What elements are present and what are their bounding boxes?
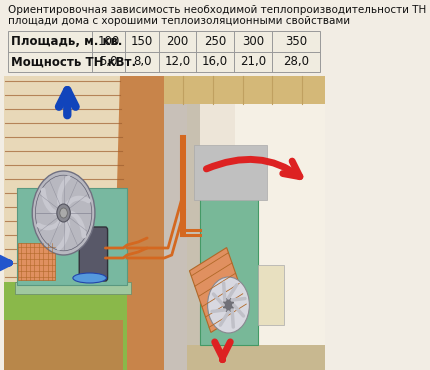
FancyBboxPatch shape <box>8 31 320 72</box>
Polygon shape <box>4 76 164 370</box>
FancyBboxPatch shape <box>79 227 108 281</box>
Polygon shape <box>4 282 127 370</box>
Text: 8,0: 8,0 <box>133 55 151 68</box>
Circle shape <box>57 204 70 222</box>
FancyBboxPatch shape <box>258 265 284 325</box>
FancyBboxPatch shape <box>187 345 325 370</box>
Circle shape <box>60 208 68 218</box>
Text: 5,0: 5,0 <box>99 55 118 68</box>
Polygon shape <box>112 76 164 370</box>
Text: площади дома с хорошими теплоизоляционными свойствами: площади дома с хорошими теплоизоляционны… <box>8 16 350 26</box>
Circle shape <box>32 171 95 255</box>
Text: 350: 350 <box>286 35 307 48</box>
FancyBboxPatch shape <box>164 76 325 104</box>
Polygon shape <box>235 76 325 370</box>
Text: 100: 100 <box>98 35 120 48</box>
Polygon shape <box>190 248 248 332</box>
Text: 250: 250 <box>204 35 226 48</box>
Text: 12,0: 12,0 <box>165 55 191 68</box>
FancyBboxPatch shape <box>194 145 267 200</box>
Polygon shape <box>4 320 123 370</box>
Text: Мощность ТН кВт.: Мощность ТН кВт. <box>11 55 136 68</box>
FancyBboxPatch shape <box>200 155 258 345</box>
Text: Площадь, м. кв.: Площадь, м. кв. <box>11 35 123 48</box>
Text: 200: 200 <box>166 35 189 48</box>
Circle shape <box>208 277 249 333</box>
FancyBboxPatch shape <box>15 282 131 294</box>
Circle shape <box>223 298 233 312</box>
FancyBboxPatch shape <box>4 76 325 370</box>
Text: 150: 150 <box>131 35 154 48</box>
Text: 28,0: 28,0 <box>283 55 309 68</box>
Text: Ориентировочная зависимость необходимой теплопроизводительности ТН от: Ориентировочная зависимость необходимой … <box>8 5 430 15</box>
FancyBboxPatch shape <box>164 104 187 370</box>
Text: 21,0: 21,0 <box>240 55 266 68</box>
Text: 16,0: 16,0 <box>202 55 228 68</box>
FancyBboxPatch shape <box>187 104 200 370</box>
FancyBboxPatch shape <box>18 243 55 280</box>
Polygon shape <box>164 76 325 370</box>
FancyBboxPatch shape <box>17 188 127 285</box>
Ellipse shape <box>73 273 107 283</box>
Text: 300: 300 <box>242 35 264 48</box>
